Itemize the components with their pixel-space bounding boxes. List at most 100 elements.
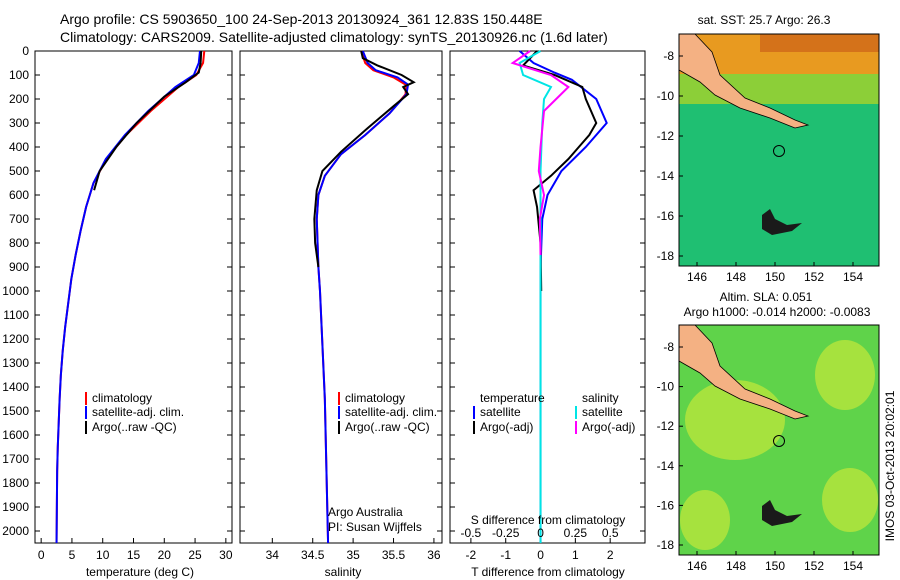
- lon-tick-label: 146: [687, 270, 707, 284]
- org-label: Argo Australia: [328, 505, 403, 519]
- y-tick-label: 1200: [2, 332, 29, 346]
- salinity-clim-line: [315, 50, 407, 544]
- salinity-xlabel: salinity: [325, 565, 362, 579]
- lon-tick-label: 152: [804, 270, 824, 284]
- sla-blob-4: [680, 490, 730, 550]
- lat-tick-label: -10: [657, 380, 675, 394]
- lat-tick-label: -10: [657, 89, 675, 103]
- sst-islands: [762, 209, 802, 235]
- sst-map: sat. SST: 25.7 Argo: 26.3 146 148 150 152 15…: [657, 13, 880, 284]
- legend-t-title: temperature: [480, 391, 545, 405]
- lat-tick-label: -12: [657, 419, 675, 433]
- y-tick-label: 500: [9, 164, 29, 178]
- lon-tick-label: 146: [687, 559, 707, 573]
- x-tick-label: 15: [127, 548, 141, 562]
- depth-axis: 0 100 200 300 400 500 600 700 800 900 1000 1100 1200…: [2, 44, 232, 538]
- x-tick-label: 34.5: [301, 548, 325, 562]
- sst-map-title: sat. SST: 25.7 Argo: 26.3: [698, 13, 831, 27]
- x-tick-label: 34: [266, 548, 280, 562]
- lon-tick-label: 150: [765, 559, 785, 573]
- lon-tick-label: 154: [843, 270, 863, 284]
- y-tick-label: 900: [9, 260, 29, 274]
- lon-tick-label: 148: [726, 270, 746, 284]
- sla-title1: Altim. SLA: 0.051: [720, 290, 813, 304]
- temperature-clim-line: [55, 50, 206, 544]
- x-tick-label: 0: [38, 548, 45, 562]
- legend-s-sat: satellite: [582, 405, 623, 419]
- sla-map-frame: [678, 324, 880, 556]
- temperature-panel: 0100200300400500600700800900100011001200…: [2, 44, 233, 579]
- legend-t-argo: Argo(-adj): [480, 420, 533, 434]
- salinity-diff-axis: -0.5 -0.25 0 0.25 0.5: [461, 526, 619, 540]
- legend-clim: climatology: [345, 391, 405, 405]
- x-tick-label: 5: [69, 548, 76, 562]
- lon-tick-label: 148: [726, 559, 746, 573]
- sla-islands: [762, 500, 802, 526]
- legend-s-title: salinity: [582, 391, 619, 405]
- salinity-legend: climatology satellite-adj. clim. Argo(..…: [338, 391, 437, 434]
- lon-tick-label: 152: [804, 559, 824, 573]
- legend-sat: satellite-adj. clim.: [345, 405, 437, 419]
- x-tick-label: 30: [219, 548, 233, 562]
- legend-t-sat: satellite: [480, 405, 521, 419]
- s-diff-tick-label: 0.5: [602, 526, 619, 540]
- s-diff-tick-label: -0.5: [461, 526, 482, 540]
- header-line2: Climatology: CARS2009. Satellite-adjuste…: [60, 29, 608, 45]
- x-tick-label: 36: [427, 548, 441, 562]
- s-diff-argo-line: [510, 50, 570, 256]
- salinity-series: [313, 50, 416, 544]
- temperature-argo-line: [93, 50, 203, 191]
- temperature-legend: climatology satellite-adj. clim. Argo(..…: [85, 391, 184, 434]
- salinity-panel: 34 34.5 35 35.5 36 salinity climatology sate…: [239, 50, 443, 579]
- x-tick-label: 35: [346, 548, 360, 562]
- y-tick-label: 1100: [3, 308, 29, 322]
- legend-argo: Argo(..raw -QC): [345, 420, 430, 434]
- x-tick-label: 25: [188, 548, 202, 562]
- sla-blob-2: [815, 340, 875, 410]
- y-tick-label: 300: [9, 116, 29, 130]
- x-tick-label: 1: [572, 548, 579, 562]
- y-tick-label: 1600: [2, 428, 29, 442]
- salinity-argo-line: [313, 50, 416, 268]
- y-tick-label: 1300: [2, 356, 29, 370]
- sla-map-ticks: 146 148 150 152 154 -8 -10 -12 -14 -16 -18: [657, 340, 864, 573]
- lat-tick-label: -12: [657, 129, 675, 143]
- header-line1: Argo profile: CS 5903650_100 24-Sep-2013…: [60, 11, 543, 27]
- pi-label: PI: Susan Wijffels: [328, 520, 422, 534]
- legend-clim: climatology: [92, 391, 152, 405]
- x-tick-label: -2: [466, 548, 477, 562]
- y-tick-label: 1400: [2, 380, 29, 394]
- temperature-x-axis: 0 5 10 15 20 25 30: [38, 538, 233, 562]
- lon-tick-label: 150: [765, 270, 785, 284]
- difference-x-axis: -2 -1 0 1 2: [466, 538, 614, 562]
- sst-hot-band: [760, 34, 879, 52]
- y-tick-label: 700: [9, 212, 29, 226]
- sst-map-ticks: 146 148 150 152 154 -8 -10 -12 -14 -16 -18: [657, 49, 864, 284]
- temperature-series: [55, 50, 206, 544]
- x-tick-label: 0: [537, 548, 544, 562]
- y-tick-label: 600: [9, 188, 29, 202]
- legend-argo: Argo(..raw -QC): [92, 420, 177, 434]
- difference-panel: -2 -1 0 1 2 T difference from climatology S …: [449, 50, 646, 579]
- y-tick-label: 1500: [2, 404, 29, 418]
- lat-tick-label: -8: [663, 340, 674, 354]
- y-tick-label: 1000: [2, 284, 29, 298]
- x-tick-label: 2: [607, 548, 614, 562]
- salinity-x-axis: 34 34.5 35 35.5 36: [266, 538, 441, 562]
- legend-sat: satellite-adj. clim.: [92, 405, 184, 419]
- salinity-y-ticks: [240, 50, 442, 532]
- imos-stamp: IMOS 03-Oct-2013 20:02:01: [883, 390, 897, 541]
- t-diff-argo-line: [521, 50, 598, 292]
- sla-map: Altim. SLA: 0.051 Argo h1000: -0.014 h20…: [657, 290, 880, 573]
- s-diff-tick-label: -0.25: [492, 526, 520, 540]
- sla-argo-marker: [773, 435, 785, 447]
- y-tick-label: 2000: [2, 524, 29, 538]
- x-tick-label: -1: [500, 548, 511, 562]
- difference-legend: temperature satellite Argo(-adj) salinit…: [473, 391, 635, 434]
- x-tick-label: 35.5: [382, 548, 406, 562]
- s-diff-sat-line: [518, 50, 553, 543]
- y-tick-label: 200: [9, 92, 29, 106]
- x-tick-label: 20: [158, 548, 172, 562]
- lat-tick-label: -14: [657, 459, 675, 473]
